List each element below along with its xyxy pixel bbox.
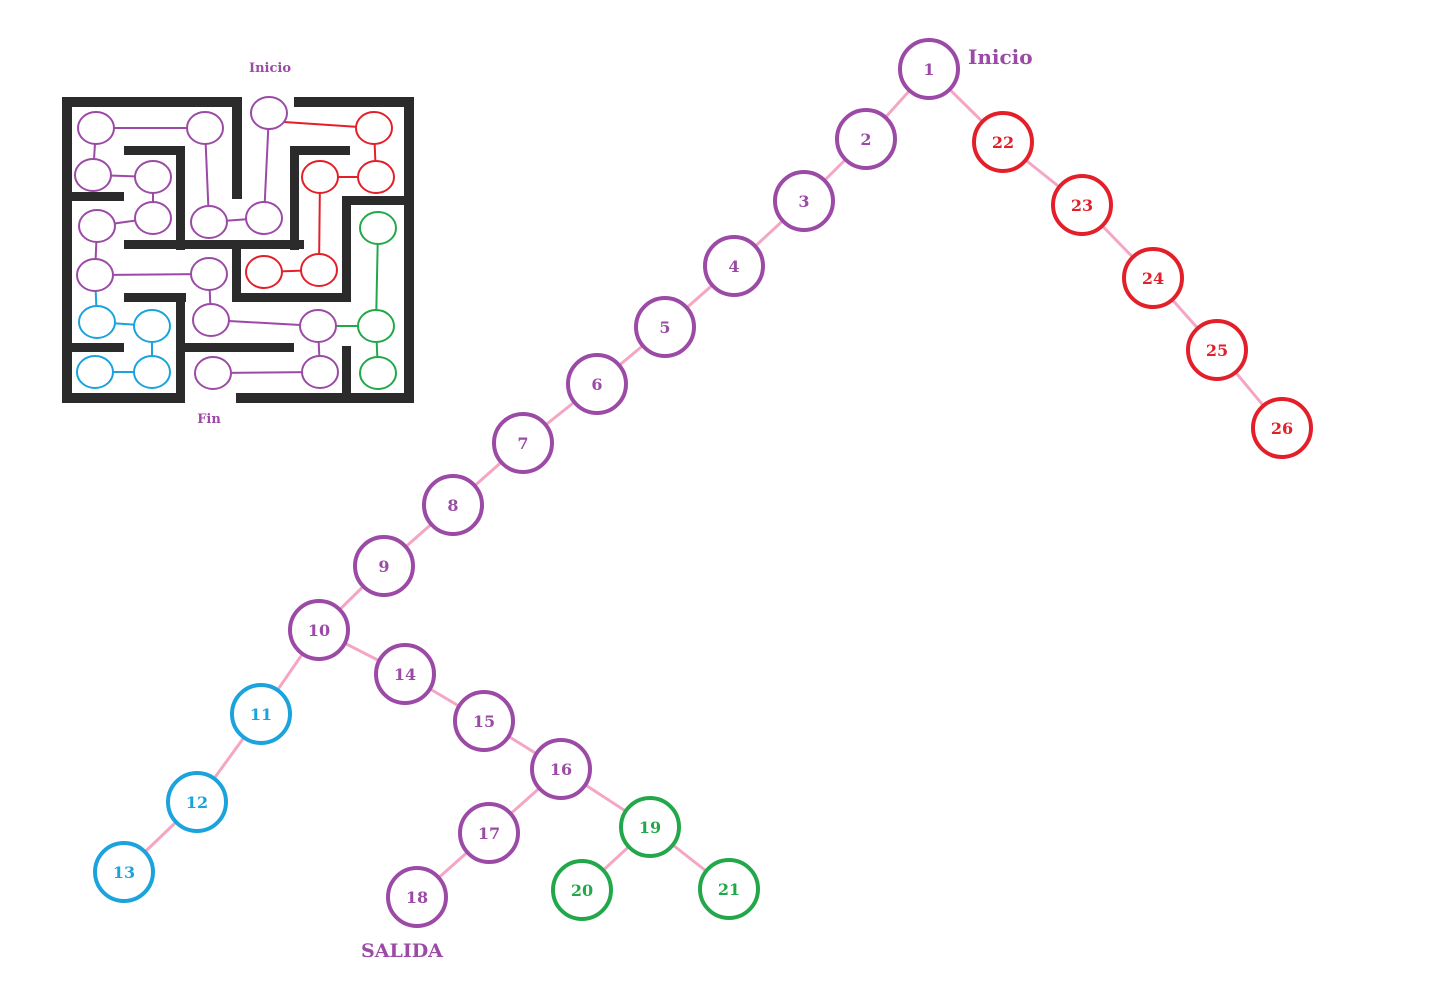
tree-node-14: 14 — [374, 643, 436, 705]
tree-node-circle — [458, 802, 520, 864]
tree-node-11: 11 — [230, 683, 292, 745]
tree-node-1: 1 — [898, 38, 960, 100]
tree-node-label: 26 — [1271, 419, 1293, 438]
tree-node-circle — [835, 108, 897, 170]
tree-node-label: 1 — [923, 60, 934, 79]
tree-node-22: 22 — [972, 111, 1034, 173]
maze-nodes-green — [357, 211, 397, 390]
tree-node-label: 13 — [113, 863, 135, 882]
tree-node-label: 5 — [659, 318, 670, 337]
tree-node-circle — [374, 643, 436, 705]
tree-node-circle — [1051, 174, 1113, 236]
tree-node-circle — [619, 796, 681, 858]
maze-walls — [62, 97, 414, 403]
tree-node-circle — [566, 353, 628, 415]
tree-node-label: 10 — [308, 621, 330, 640]
tree-node-circle — [773, 170, 835, 232]
tree-node-20: 20 — [551, 859, 613, 921]
tree-node-10: 10 — [288, 599, 350, 661]
tree-node-circle — [530, 738, 592, 800]
tree-node-label: 25 — [1206, 341, 1228, 360]
tree-node-24: 24 — [1122, 247, 1184, 309]
tree-node-circle — [1122, 247, 1184, 309]
tree-node-label: 14 — [394, 665, 416, 684]
tree-node-circle — [551, 859, 613, 921]
tree-node-label: 21 — [718, 880, 740, 899]
tree-node-16: 16 — [530, 738, 592, 800]
tree-node-13: 13 — [93, 841, 155, 903]
tree-node-6: 6 — [566, 353, 628, 415]
tree-node-8: 8 — [422, 474, 484, 536]
tree-node-circle — [972, 111, 1034, 173]
tree-node-label: 6 — [591, 375, 602, 394]
tree-node-circle — [288, 599, 350, 661]
tree-node-circle — [698, 858, 760, 920]
tree-node-label: 18 — [406, 888, 428, 907]
tree-node-circle — [898, 38, 960, 100]
tree-node-circle — [166, 771, 228, 833]
tree-node-label: 24 — [1142, 269, 1164, 288]
tree-node-5: 5 — [634, 296, 696, 358]
tree-node-17: 17 — [458, 802, 520, 864]
tree-node-circle — [353, 535, 415, 597]
maze-end-label: Fin — [197, 412, 221, 427]
tree-node-label: 16 — [550, 760, 572, 779]
tree-node-label: 22 — [992, 133, 1014, 152]
tree-start-label: Inicio — [968, 45, 1033, 69]
tree-node-circle — [703, 235, 765, 297]
tree-node-circle — [386, 866, 448, 928]
tree-node-23: 23 — [1051, 174, 1113, 236]
tree-node-2: 2 — [835, 108, 897, 170]
tree-node-circle — [422, 474, 484, 536]
tree-node-25: 25 — [1186, 319, 1248, 381]
tree-node-26: 26 — [1251, 397, 1313, 459]
tree-node-circle — [492, 412, 554, 474]
maze-start-label: Inicio — [249, 61, 291, 76]
maze-nodes-red — [245, 111, 395, 289]
maze-nodes-purple — [74, 96, 339, 390]
tree-node-label: 11 — [250, 705, 272, 724]
tree-node-label: 19 — [639, 818, 661, 837]
tree-node-label: 12 — [186, 793, 208, 812]
tree-node-circle — [93, 841, 155, 903]
tree-node-label: 2 — [860, 130, 871, 149]
tree-node-label: 20 — [571, 881, 593, 900]
maze-nodes-blue — [76, 305, 171, 389]
tree-node-label: 23 — [1071, 196, 1093, 215]
tree-node-label: 7 — [517, 434, 528, 453]
tree-node-label: 3 — [798, 192, 809, 211]
tree-node-circle — [230, 683, 292, 745]
tree-node-4: 4 — [703, 235, 765, 297]
tree-node-7: 7 — [492, 412, 554, 474]
tree-node-label: 8 — [447, 496, 458, 515]
tree-node-circle — [453, 690, 515, 752]
tree-node-21: 21 — [698, 858, 760, 920]
tree-node-circle — [1251, 397, 1313, 459]
tree-node-circle — [1186, 319, 1248, 381]
tree-node-3: 3 — [773, 170, 835, 232]
tree-node-18: 18 — [386, 866, 448, 928]
tree-node-label: 15 — [473, 712, 495, 731]
tree-node-12: 12 — [166, 771, 228, 833]
tree-node-label: 17 — [478, 824, 500, 843]
tree-node-19: 19 — [619, 796, 681, 858]
tree-node-circle — [634, 296, 696, 358]
maze-panel: Inicio Fin — [62, 61, 414, 427]
tree-node-9: 9 — [353, 535, 415, 597]
tree-node-label: 9 — [378, 557, 389, 576]
tree-node-label: 4 — [728, 257, 739, 276]
tree-node-15: 15 — [453, 690, 515, 752]
tree-exit-label: SALIDA — [361, 940, 443, 962]
